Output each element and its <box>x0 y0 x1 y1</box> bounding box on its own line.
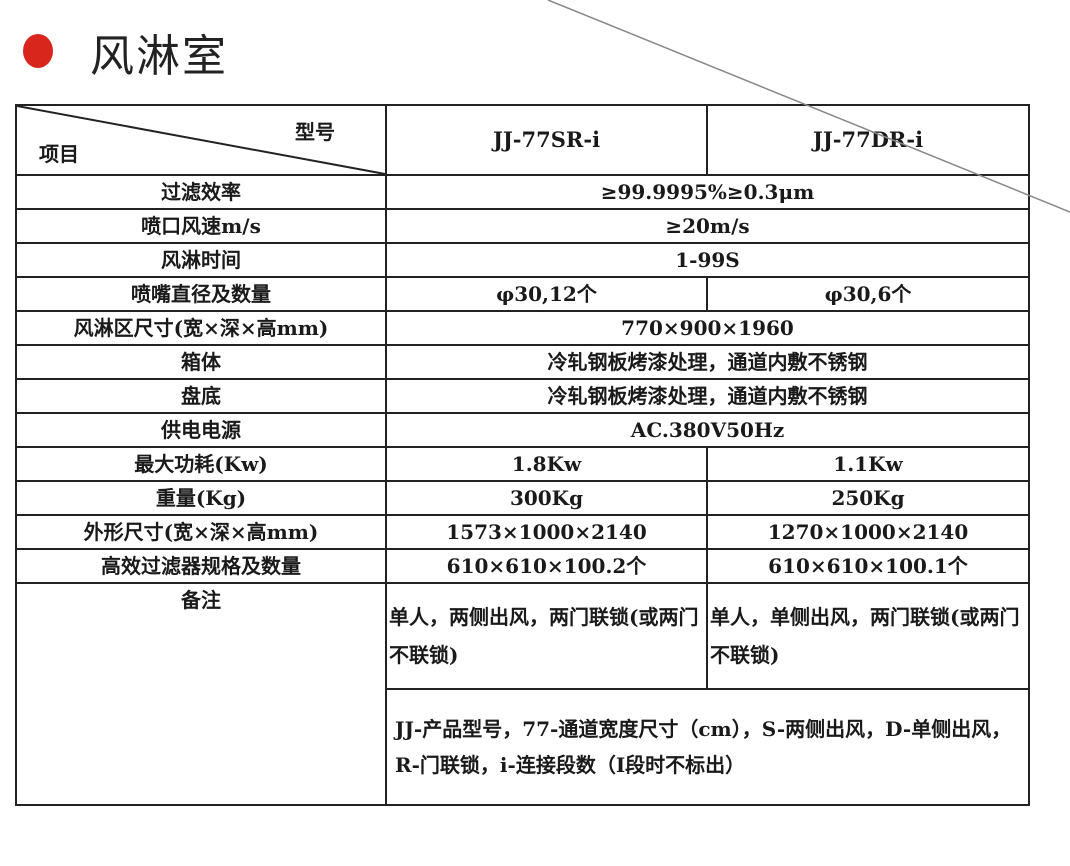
model-name: JJ-77SR-i <box>385 104 708 176</box>
row-label: 最大功耗(Kw) <box>15 446 387 482</box>
table-row: 喷口风速m/s ≥20m/s <box>15 208 1030 244</box>
page-title: 风淋室 <box>90 31 228 82</box>
model-name: JJ-77DR-i <box>706 104 1030 176</box>
table-row: 外形尺寸(宽×深×高mm) 1573×1000×2140 1270×1000×214… <box>15 514 1030 550</box>
table-row: 最大功耗(Kw) 1.8Kw 1.1Kw <box>15 446 1030 482</box>
table-row: 风淋区尺寸(宽×深×高mm) 770×900×1960 <box>15 310 1030 346</box>
remarks-label: 备注 <box>15 582 387 806</box>
row-label: 风淋区尺寸(宽×深×高mm) <box>15 310 387 346</box>
row-label: 喷嘴直径及数量 <box>15 276 387 312</box>
row-value: 冷轧钢板烤漆处理，通道内敷不锈钢 <box>385 344 1030 380</box>
item-header-label: 项目 <box>39 142 79 166</box>
remark-value: 单人，两侧出风，两门联锁(或两门不联锁) <box>385 582 708 690</box>
row-label: 盘底 <box>15 378 387 414</box>
row-value: 300Kg <box>385 480 708 516</box>
row-value: AC.380V50Hz <box>385 412 1030 448</box>
row-value: 610×610×100.1个 <box>706 548 1030 584</box>
table-row: 盘底 冷轧钢板烤漆处理，通道内敷不锈钢 <box>15 378 1030 414</box>
row-value: 1.1Kw <box>706 446 1030 482</box>
remarks-row: 备注 单人，两侧出风，两门联锁(或两门不联锁) 单人，单侧出风，两门联锁(或两门不联… <box>15 582 1030 806</box>
remark-value: 单人，单侧出风，两门联锁(或两门不联锁) <box>706 582 1030 690</box>
row-label: 重量(Kg) <box>15 480 387 516</box>
table-row: 高效过滤器规格及数量 610×610×100.2个 610×610×100.1个 <box>15 548 1030 584</box>
row-value: 冷轧钢板烤漆处理，通道内敷不锈钢 <box>385 378 1030 414</box>
row-label: 供电电源 <box>15 412 387 448</box>
row-label: 箱体 <box>15 344 387 380</box>
table-header-row: 型号 项目 JJ-77SR-i JJ-77DR-i <box>15 104 1030 176</box>
row-value: 1270×1000×2140 <box>706 514 1030 550</box>
table-row: 重量(Kg) 300Kg 250Kg <box>15 480 1030 516</box>
table-row: 风淋时间 1-99S <box>15 242 1030 278</box>
model-note-row: JJ-产品型号，77-通道宽度尺寸（cm），S-两侧出风，D-单侧出风，R-门联… <box>16 688 1030 806</box>
bullet-icon <box>23 34 53 68</box>
model-naming-note: JJ-产品型号，77-通道宽度尺寸（cm），S-两侧出风，D-单侧出风，R-门联… <box>385 688 1030 806</box>
row-value: 770×900×1960 <box>385 310 1030 346</box>
row-value: 1-99S <box>385 242 1030 278</box>
table-row: 供电电源 AC.380V50Hz <box>15 412 1030 448</box>
row-value: ≥20m/s <box>385 208 1030 244</box>
row-label: 高效过滤器规格及数量 <box>15 548 387 584</box>
row-label: 风淋时间 <box>15 242 387 278</box>
row-value: 250Kg <box>706 480 1030 516</box>
row-label: 过滤效率 <box>15 174 387 210</box>
table-row: 喷嘴直径及数量 φ30,12个 φ30,6个 <box>15 276 1030 312</box>
row-value: φ30,12个 <box>385 276 708 312</box>
row-label: 喷口风速m/s <box>15 208 387 244</box>
table-row: 过滤效率 ≥99.9995%≥0.3μm <box>15 174 1030 210</box>
row-value: φ30,6个 <box>706 276 1030 312</box>
table-row: 箱体 冷轧钢板烤漆处理，通道内敷不锈钢 <box>15 344 1030 380</box>
row-value: ≥99.9995%≥0.3μm <box>385 174 1030 210</box>
model-header-label: 型号 <box>295 120 335 144</box>
row-value: 1.8Kw <box>385 446 708 482</box>
corner-cell: 型号 项目 <box>15 104 387 176</box>
spec-table: 型号 项目 JJ-77SR-i JJ-77DR-i 过滤效率 ≥99.9995%≥… <box>15 104 1030 806</box>
row-label: 外形尺寸(宽×深×高mm) <box>15 514 387 550</box>
row-value: 610×610×100.2个 <box>385 548 708 584</box>
row-value: 1573×1000×2140 <box>385 514 708 550</box>
